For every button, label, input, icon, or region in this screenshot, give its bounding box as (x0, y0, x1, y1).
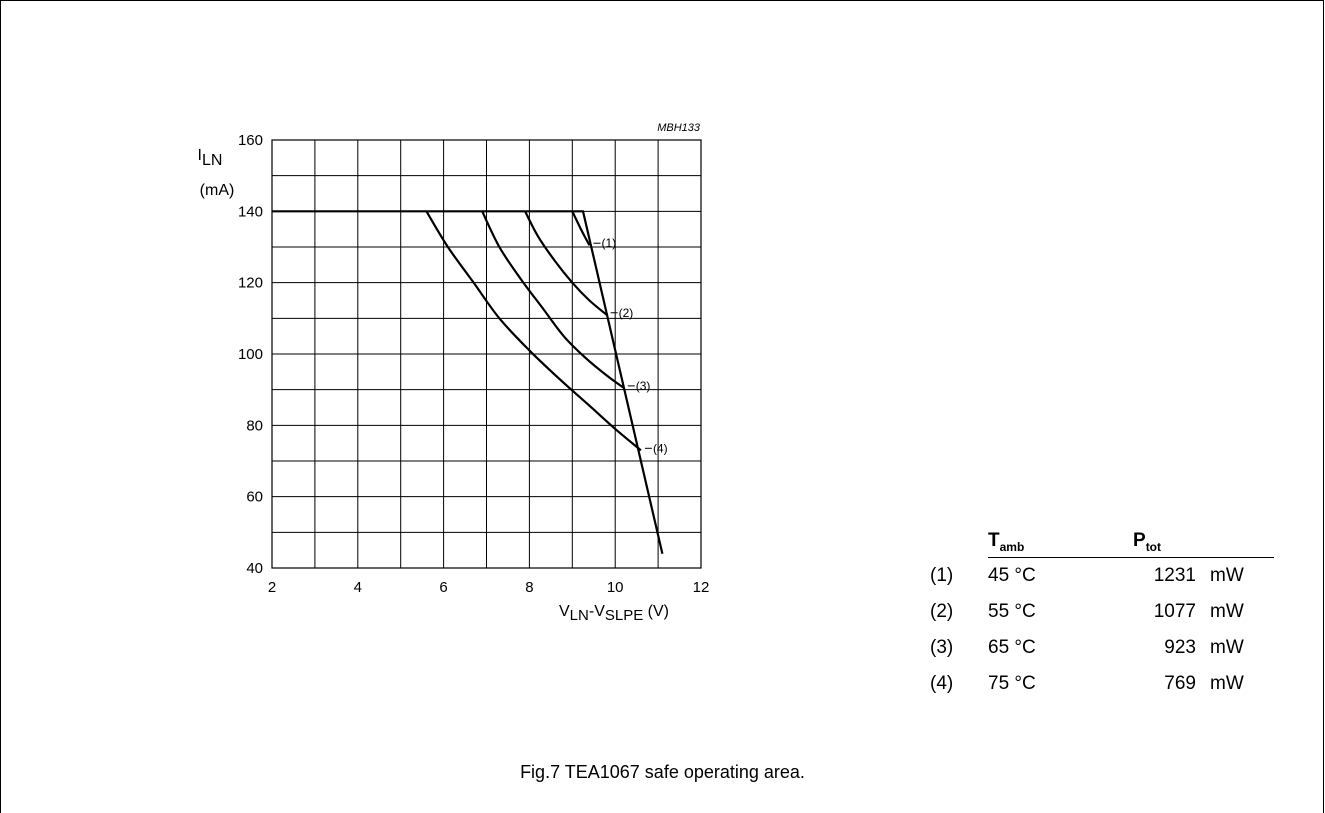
curve-line (571, 210, 591, 246)
y-tick-label: 100 (238, 346, 263, 363)
x-tick-label: 2 (268, 579, 276, 596)
legend-unit: mW (1210, 601, 1244, 622)
legend-key: (1) (930, 564, 954, 586)
chart-grid (271, 139, 702, 569)
legend-temperature: 55 °C (988, 601, 1036, 622)
legend-temperature: 45 °C (988, 565, 1036, 586)
x-tick-label: 10 (607, 579, 624, 596)
legend-unit: mW (1210, 673, 1244, 694)
y-tick-label: 120 (238, 275, 263, 292)
figure-code: MBH133 (657, 122, 701, 134)
legend-header-temperature: Tamb (988, 520, 1133, 558)
legend-row: (1) 45 °C 1231 mW (930, 558, 1274, 595)
legend-power: 769 (1164, 673, 1196, 694)
curve-label: (3) (636, 379, 651, 393)
y-tick-label: 140 (238, 203, 263, 220)
x-axis-label: VLN-VSLPE (V) (559, 603, 669, 624)
boundary-line (272, 210, 664, 554)
legend-key: (2) (930, 601, 954, 622)
legend-temperature: 75 °C (988, 673, 1036, 694)
y-tick-label: 160 (238, 132, 263, 149)
legend-header-unit (1196, 520, 1274, 558)
legend-temperature: 65 °C (988, 637, 1036, 658)
legend-power: 1077 (1153, 601, 1196, 622)
legend-table: Tamb Ptot (1) 45 °C 1231 mW (2) 55 °C 10… (930, 520, 1274, 702)
x-tick-label: 4 (354, 579, 362, 596)
curve-label: (4) (653, 441, 668, 455)
legend-row: (3) 65 °C 923 mW (930, 630, 1274, 666)
y-axis-label: ILN (198, 147, 223, 169)
curve-line (425, 210, 642, 452)
legend-unit: mW (1210, 565, 1244, 586)
y-tick-label: 40 (246, 560, 263, 577)
y-tick-label: 80 (246, 417, 263, 434)
figure-caption: Fig.7 TEA1067 safe operating area. (520, 762, 805, 782)
plot-area-border (271, 139, 702, 569)
axis-ticks: 2 4 6 8 10 12 40 60 80 100 120 140 160 (238, 132, 709, 596)
curve-line (481, 210, 625, 389)
legend-key: (3) (930, 637, 954, 658)
x-tick-label: 8 (525, 579, 533, 596)
x-tick-label: 6 (439, 579, 447, 596)
legend-unit: mW (1210, 637, 1244, 658)
curve-line (524, 210, 608, 316)
curve-label: (1) (601, 236, 616, 250)
y-tick-label: 60 (246, 489, 263, 506)
y-axis-unit: (mA) (200, 182, 235, 199)
curve-label: (2) (619, 306, 634, 320)
legend-header-power: Ptot (1133, 520, 1196, 558)
legend-row: (4) 75 °C 769 mW (930, 666, 1274, 702)
legend-power: 1231 (1153, 565, 1196, 586)
legend-key: (4) (930, 673, 954, 694)
legend-header-blank (930, 520, 988, 558)
legend-power: 923 (1164, 637, 1196, 658)
x-tick-label: 12 (693, 579, 710, 596)
legend-row: (2) 55 °C 1077 mW (930, 594, 1274, 630)
chart-curves: (1) (2) (3) (4) (272, 210, 668, 554)
